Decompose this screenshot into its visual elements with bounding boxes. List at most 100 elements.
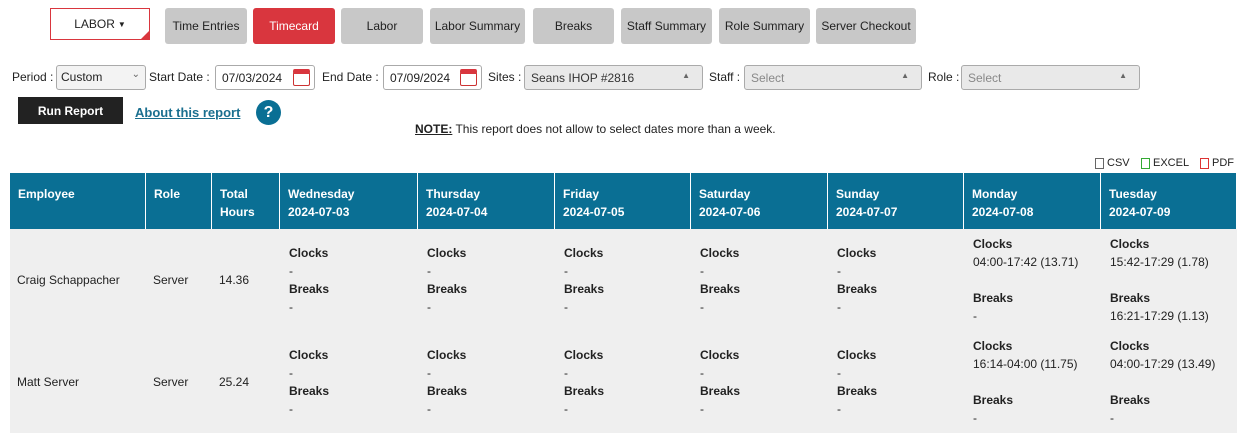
nav-tab[interactable]: Staff Summary — [621, 8, 712, 44]
clock-entry: - — [837, 264, 841, 278]
calendar-icon[interactable] — [293, 69, 310, 86]
export-link[interactable]: EXCEL — [1153, 157, 1190, 169]
clocks-label: Clocks — [1110, 339, 1150, 353]
sites-label: Sites : — [488, 70, 522, 84]
clock-entry: - — [289, 264, 293, 278]
staff-value: Select — [751, 71, 785, 85]
start-label: Start Date : — [149, 70, 210, 84]
day-cell: Clocks - Breaks - — [280, 229, 418, 331]
staff-label: Staff : — [709, 70, 741, 84]
breaks-label: Breaks — [427, 282, 468, 296]
clock-entry: - — [289, 366, 293, 380]
day-cell: Clocks 16:14-04:00 (11.75) Breaks - — [964, 331, 1101, 433]
run-report-button[interactable]: Run Report — [18, 97, 123, 124]
export-link[interactable]: PDF — [1212, 157, 1234, 169]
cell-total: 25.24 — [212, 331, 280, 433]
role-value: Select — [968, 71, 1002, 85]
clocks-label: Clocks — [837, 348, 877, 362]
day-name: Saturday — [699, 187, 751, 201]
period-value: Custom — [61, 70, 103, 84]
arrow: ⌄ — [131, 69, 140, 80]
clocks-label: Clocks — [837, 246, 877, 260]
breaks-label: Breaks — [837, 384, 878, 398]
caret: ▼ — [117, 19, 126, 29]
break-entry: - — [289, 402, 293, 416]
staff-field[interactable]: Select ▲ — [744, 65, 922, 90]
breaks-label: Breaks — [973, 291, 1014, 305]
export-icon[interactable] — [1200, 158, 1209, 169]
clocks-label: Clocks — [1110, 237, 1150, 251]
day-name: Wednesday — [288, 187, 355, 201]
day-header: Wednesday 2024-07-03 — [280, 173, 418, 229]
clock-entry: - — [427, 366, 431, 380]
clock-entry: 04:00-17:42 (13.71) — [973, 255, 1079, 269]
calendar-icon[interactable] — [460, 69, 477, 86]
day-date: 2024-07-08 — [972, 205, 1034, 219]
clocks-label: Clocks — [427, 348, 467, 362]
clock-entry: 15:42-17:29 (1.78) — [1110, 255, 1209, 269]
day-date: 2024-07-09 — [1109, 205, 1171, 219]
end-field[interactable]: 07/09/2024 — [383, 65, 482, 90]
note: NOTE: This report does not allow to sele… — [415, 122, 776, 136]
day-header: Sunday 2024-07-07 — [828, 173, 964, 229]
day-cell: Clocks - Breaks - — [691, 229, 828, 331]
break-entry: - — [1110, 411, 1114, 425]
day-cell: Clocks - Breaks - — [828, 229, 964, 331]
dropdown-label: LABOR — [74, 17, 115, 31]
cell-employee: Craig Schappacher — [10, 229, 146, 331]
day-date: 2024-07-06 — [699, 205, 761, 219]
day-cell: Clocks - Breaks - — [555, 229, 691, 331]
break-entry: - — [837, 300, 841, 314]
clocks-label: Clocks — [289, 348, 329, 362]
nav-tab[interactable]: Breaks — [533, 8, 614, 44]
nav-tab[interactable]: Timecard — [253, 8, 335, 44]
nav-tab[interactable]: Server Checkout — [816, 8, 916, 44]
day-date: 2024-07-05 — [563, 205, 625, 219]
break-entry: - — [700, 300, 704, 314]
day-cell: Clocks 15:42-17:29 (1.78) Breaks 16:21-17:2… — [1101, 229, 1237, 331]
nav-tab[interactable]: Time Entries — [165, 8, 247, 44]
note-label: NOTE: — [415, 122, 453, 136]
export-icon[interactable] — [1141, 158, 1150, 169]
cell-employee: Matt Server — [10, 331, 146, 433]
start-field[interactable]: 07/03/2024 — [215, 65, 315, 90]
arrow: ▲ — [1119, 71, 1127, 80]
day-cell: Clocks - Breaks - — [828, 331, 964, 433]
clock-entry: - — [564, 264, 568, 278]
column-header: Role — [146, 173, 212, 229]
help-icon[interactable]: ? — [256, 100, 281, 125]
break-entry: - — [973, 411, 977, 425]
clocks-label: Clocks — [564, 348, 604, 362]
breaks-label: Breaks — [700, 384, 741, 398]
export-link[interactable]: CSV — [1107, 157, 1130, 169]
day-name: Monday — [972, 187, 1018, 201]
day-cell: Clocks - Breaks - — [555, 331, 691, 433]
about-link[interactable]: About this report — [135, 105, 241, 120]
nav-tab[interactable]: Role Summary — [719, 8, 810, 44]
day-header: Thursday 2024-07-04 — [418, 173, 555, 229]
cell-role: Server — [146, 331, 212, 433]
day-cell: Clocks - Breaks - — [418, 229, 555, 331]
breaks-label: Breaks — [700, 282, 741, 296]
nav-tab[interactable]: Labor Summary — [430, 8, 525, 44]
role-field[interactable]: Select ▲ — [961, 65, 1140, 90]
break-entry: - — [427, 300, 431, 314]
corner — [141, 31, 149, 39]
breaks-label: Breaks — [427, 384, 468, 398]
clock-entry: 16:14-04:00 (11.75) — [973, 357, 1078, 371]
day-name: Sunday — [836, 187, 880, 201]
period-field[interactable]: Custom ⌄ — [56, 65, 146, 90]
day-header: Tuesday 2024-07-09 — [1101, 173, 1237, 229]
break-entry: 16:21-17:29 (1.13) — [1110, 309, 1209, 323]
sites-field[interactable]: Seans IHOP #2816 ▲ — [524, 65, 703, 90]
nav-tab[interactable]: Labor — [341, 8, 423, 44]
column-header: Employee — [10, 173, 146, 229]
break-entry: - — [289, 300, 293, 314]
break-entry: - — [564, 300, 568, 314]
clocks-label: Clocks — [427, 246, 467, 260]
clock-entry: - — [700, 366, 704, 380]
export-icon[interactable] — [1095, 158, 1104, 169]
labor-dropdown[interactable]: LABOR ▼ — [50, 8, 150, 40]
break-entry: - — [564, 402, 568, 416]
break-entry: - — [973, 309, 977, 323]
